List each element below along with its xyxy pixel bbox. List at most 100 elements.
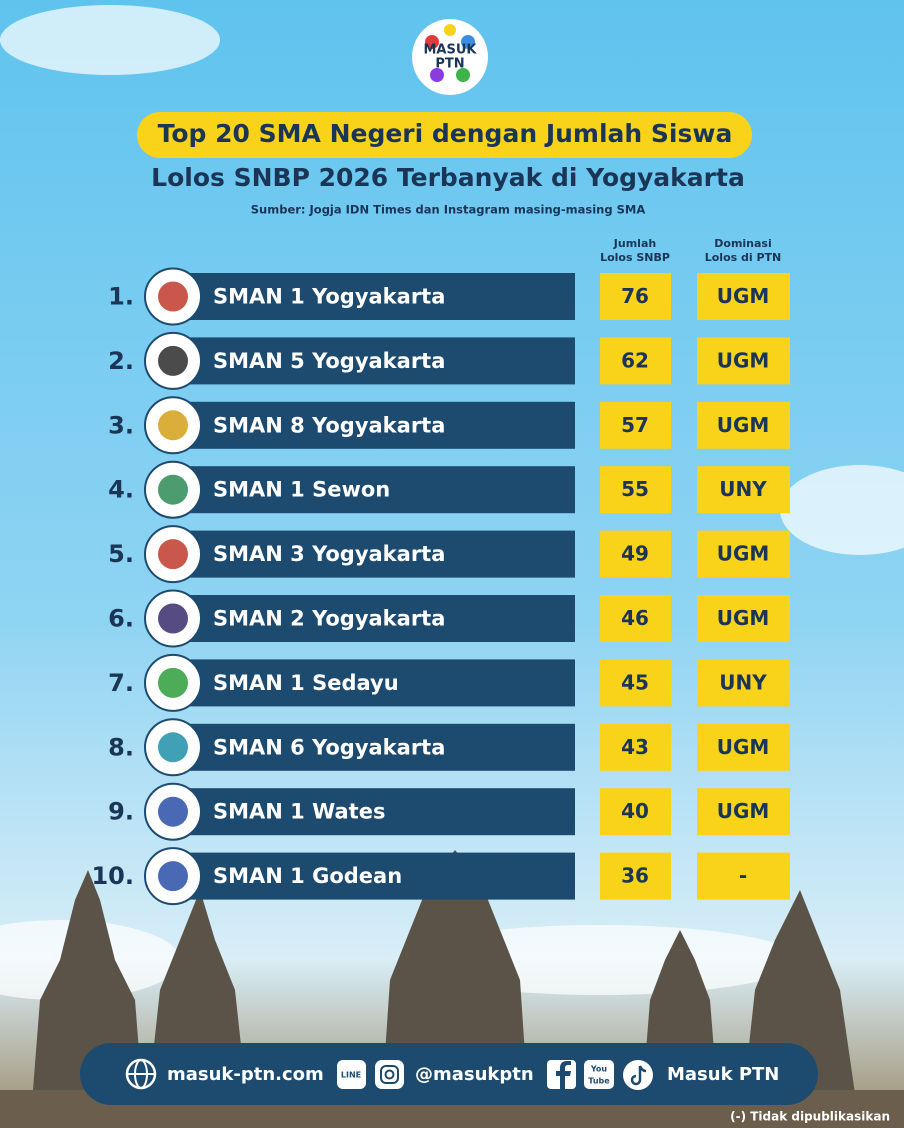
ptn: UGM [717,348,770,372]
ptn: UGM [717,413,770,437]
rank: 2. [108,347,134,375]
table-row: 7. SMAN 1 Sedayu 45 UNY [108,653,790,712]
table-row: 5. SMAN 3 Yogyakarta 49 UGM [108,525,790,584]
count: 62 [621,348,649,372]
rank: 1. [108,283,134,311]
ptn: UGM [717,284,770,308]
school-name: SMAN 1 Sedayu [213,671,399,695]
table-row: 9. SMAN 1 Wates 40 UGM [108,782,790,841]
school-name: SMAN 2 Yogyakarta [213,607,445,631]
school-emblem [158,796,188,827]
ptn-cell [697,852,790,900]
youtube-icon: You [590,1065,608,1074]
count: 46 [621,606,649,630]
school-name: SMAN 8 Yogyakarta [213,413,445,437]
count-cell [600,595,671,642]
count-cell [600,466,671,514]
count-cell [600,337,671,385]
school-name: SMAN 3 Yogyakarta [213,542,445,566]
school-emblem [158,732,188,763]
count: 36 [621,864,649,888]
ptn: UGM [717,799,770,823]
footer-bar: masuk-ptn.com LINE @masukptn You Tube Ma… [80,1043,818,1105]
school-name: SMAN 1 Godean [213,864,402,888]
rank: 9. [108,798,134,826]
school-emblem [158,539,188,570]
count: 40 [621,799,649,823]
count: 43 [621,735,649,759]
line-icon: LINE [341,1071,361,1080]
ptn-cell [697,788,790,836]
count: 49 [621,542,649,566]
school-bar [160,337,575,385]
rank: 7. [108,669,134,697]
table-row: 6. SMAN 2 Yogyakarta 46 UGM [108,589,790,648]
school-emblem [158,861,188,892]
school-bar [160,595,575,642]
column-header: Dominasi [714,237,772,250]
title-pill [137,112,752,158]
school-name: SMAN 5 Yogyakarta [213,349,445,373]
note: (-) Tidak dipublikasikan [730,1110,890,1124]
table-row: 1. SMAN 1 Yogyakarta 76 UGM [108,267,790,326]
school-bar [160,401,575,449]
ptn: - [739,864,747,888]
school-bar [160,273,575,320]
ptn-cell [697,337,790,385]
logo-text: MASUK [424,43,478,58]
title: Lolos SNBP 2026 Terbanyak di Yogyakarta [151,163,745,192]
ptn: UGM [717,542,770,566]
count: 57 [621,413,649,437]
school-name: SMAN 1 Sewon [213,478,390,502]
table-row: 3. SMAN 8 Yogyakarta 57 UGM [108,396,790,455]
ptn-cell [697,401,790,449]
count-cell [600,723,671,771]
ptn-cell [697,530,790,578]
count-cell [600,659,671,707]
ptn: UNY [719,477,767,501]
ptn: UNY [719,670,767,694]
handle: @masukptn [415,1064,534,1085]
table-row: 2. SMAN 5 Yogyakarta 62 UGM [108,331,790,390]
school-emblem [158,281,188,312]
rank: 3. [108,411,134,439]
school-emblem [158,603,188,634]
school-bar [160,466,575,514]
logo-text: PTN [435,57,464,72]
school-emblem [158,667,188,698]
count-cell [600,273,671,320]
school-bar [160,723,575,771]
rank: 4. [108,476,134,504]
school-bar [160,530,575,578]
rank: 8. [108,733,134,761]
count-cell [600,401,671,449]
column-header: Lolos di PTN [705,251,782,264]
ptn-cell [697,466,790,514]
youtube-icon: Tube [588,1077,610,1086]
column-header: Jumlah [613,237,656,250]
count-cell [600,788,671,836]
table-row: 4. SMAN 1 Sewon 55 UNY [108,460,790,519]
count: 55 [621,477,649,501]
website: masuk-ptn.com [167,1064,324,1085]
school-emblem [158,410,188,441]
rank: 10. [91,862,134,890]
title: Top 20 SMA Negeri dengan Jumlah Siswa [158,119,733,148]
school-name: SMAN 1 Wates [213,800,385,824]
table-row: 8. SMAN 6 Yogyakarta 43 UGM [108,718,790,777]
ptn-cell [697,723,790,771]
school-name: SMAN 1 Yogyakarta [213,285,445,309]
column-header: Lolos SNBP [600,251,670,264]
rank: 6. [108,605,134,633]
ptn-cell [697,595,790,642]
table-row: 10. SMAN 1 Godean 36 - [91,847,790,906]
ptn-cell [697,659,790,707]
count-cell [600,530,671,578]
school-emblem [158,345,188,376]
school-name: SMAN 6 Yogyakarta [213,735,445,759]
school-bar [160,852,575,900]
